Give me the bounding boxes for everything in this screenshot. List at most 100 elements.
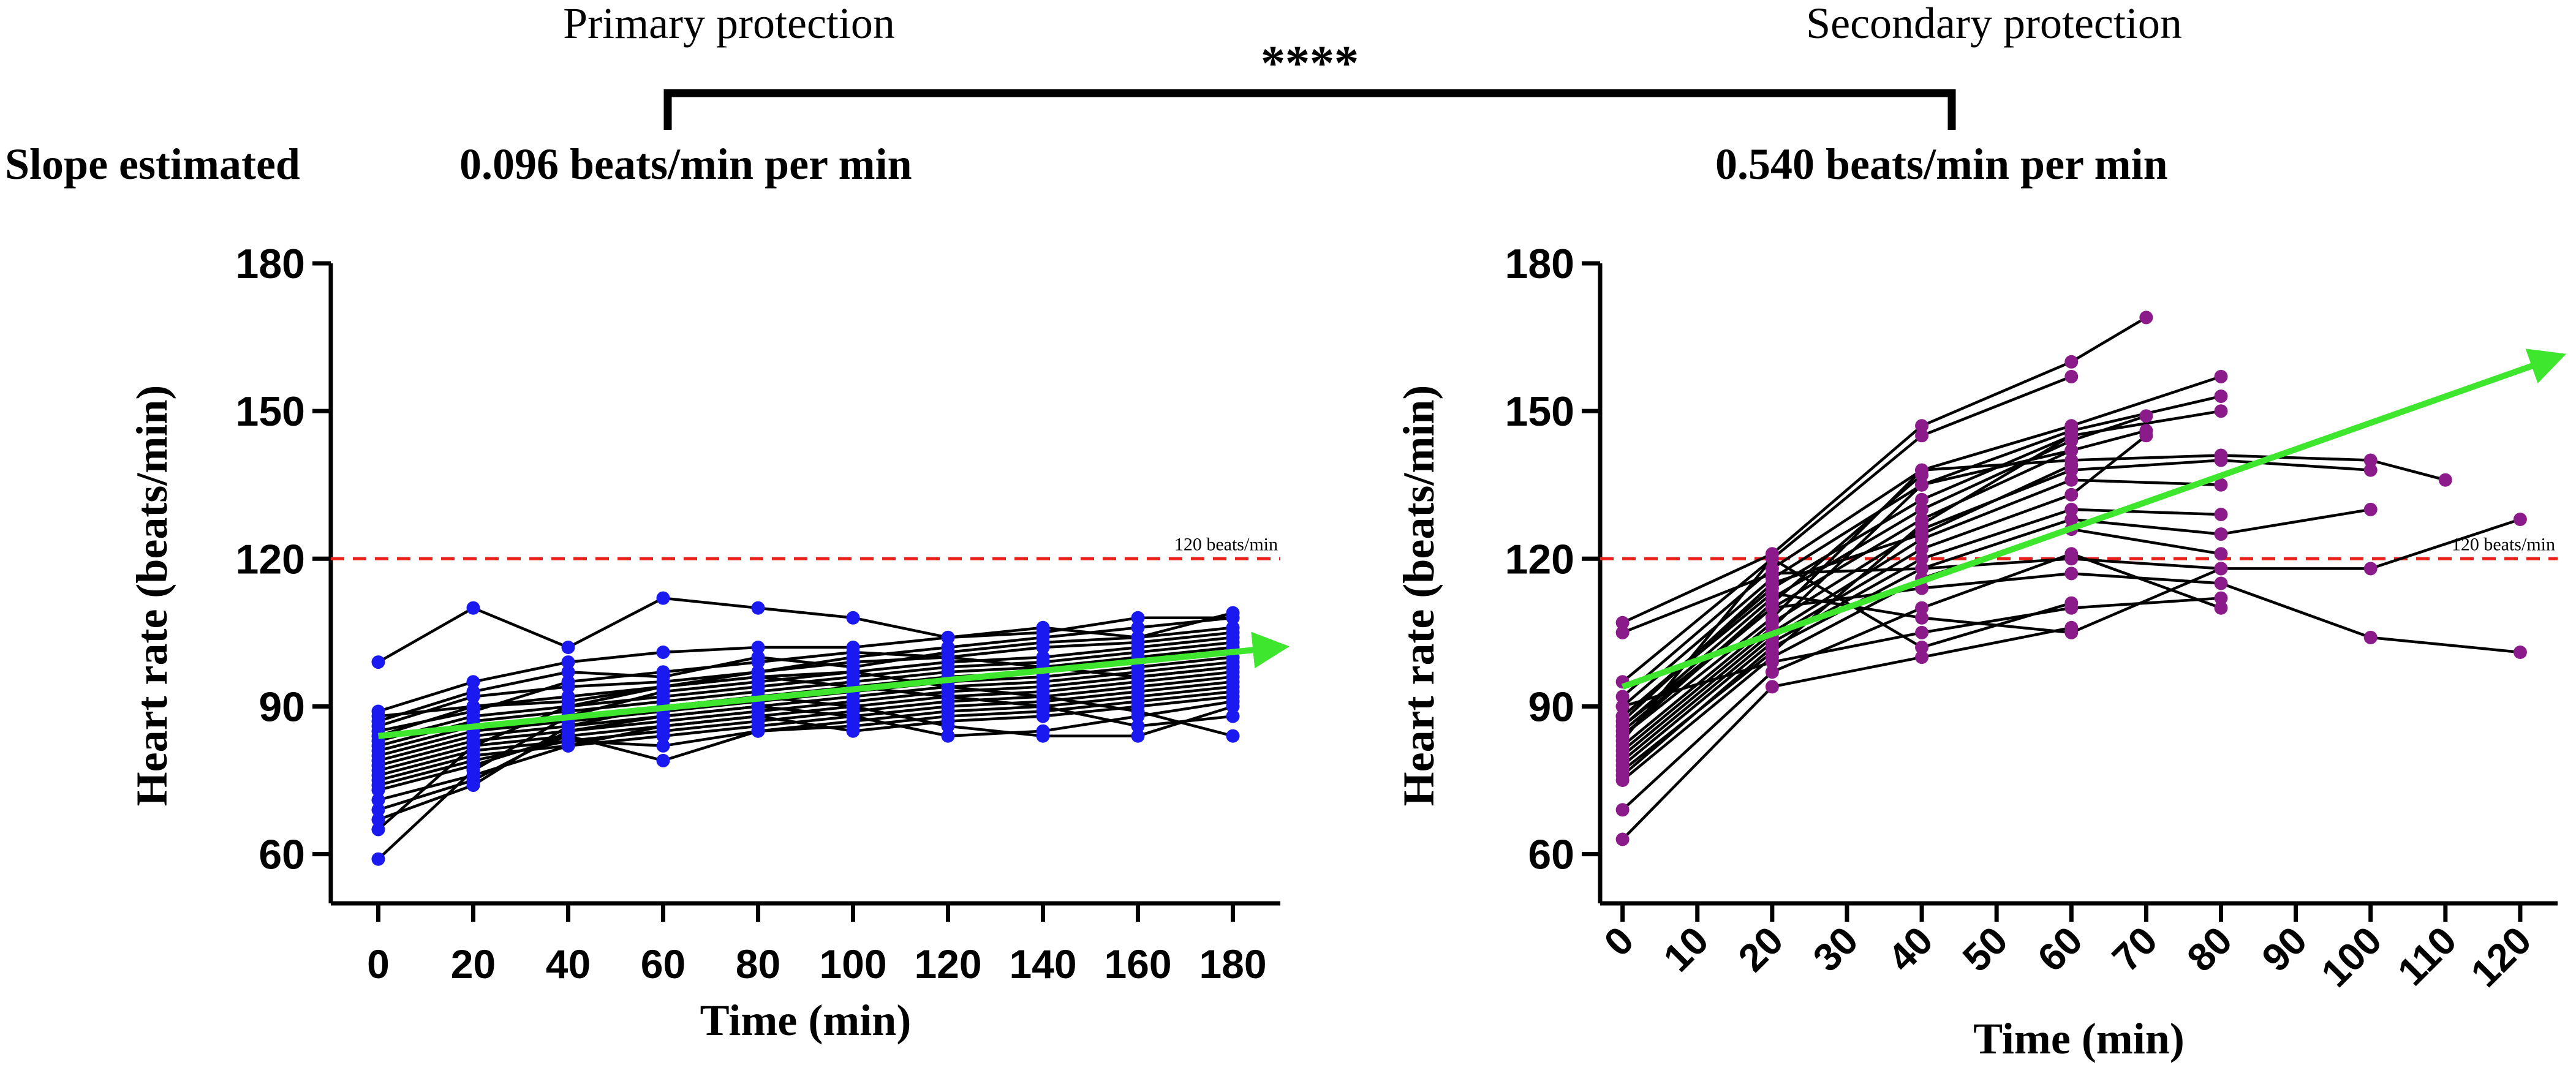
x-tick-label: 60 xyxy=(641,941,686,987)
data-point xyxy=(2064,443,2079,457)
data-point xyxy=(2363,562,2378,576)
y-tick-label: 150 xyxy=(1505,388,1574,435)
trend-arrow xyxy=(378,631,1290,739)
secondary-protection-label: Secondary protection xyxy=(1806,0,2182,48)
series-line xyxy=(378,650,1233,732)
data-point xyxy=(1765,655,1779,669)
series-line xyxy=(1622,375,2072,683)
data-point xyxy=(1915,625,1929,639)
secondary-slope-value: 0.540 beats/min per min xyxy=(1715,140,2168,189)
data-point xyxy=(1131,704,1145,718)
data-point xyxy=(2214,601,2228,615)
data-point xyxy=(561,719,575,733)
x-tick-label: 100 xyxy=(819,941,886,987)
data-point xyxy=(561,695,575,709)
data-point xyxy=(1915,468,1929,482)
series-line xyxy=(1621,557,2072,742)
data-point xyxy=(846,724,860,738)
data-point xyxy=(466,778,480,793)
data-point xyxy=(2214,547,2228,561)
data-point xyxy=(2363,453,2378,467)
threshold-label: 120 beats/min xyxy=(1174,534,1278,554)
series-line xyxy=(377,675,1233,777)
data-point xyxy=(1765,576,1779,590)
data-point xyxy=(466,690,480,704)
data-point xyxy=(846,611,860,625)
data-point xyxy=(466,739,480,753)
data-point xyxy=(2064,473,2079,487)
data-point xyxy=(2214,404,2228,418)
data-point xyxy=(1615,625,1630,639)
data-point xyxy=(466,675,480,689)
series-line xyxy=(377,646,1233,747)
x-tick-label: 10 xyxy=(1655,918,1717,980)
x-tick-label: 80 xyxy=(2178,918,2240,980)
data-point xyxy=(1131,620,1145,634)
data-point xyxy=(751,655,765,669)
x-tick-label: 20 xyxy=(1730,918,1792,980)
data-point xyxy=(1036,729,1050,743)
data-point xyxy=(2363,463,2378,477)
data-point xyxy=(561,739,575,753)
data-point xyxy=(466,764,480,777)
data-point xyxy=(561,641,575,654)
series-line xyxy=(377,690,1233,792)
data-point xyxy=(1765,680,1779,694)
data-point xyxy=(1915,650,1929,665)
data-point xyxy=(2064,458,2079,472)
data-point xyxy=(2214,576,2228,590)
data-point xyxy=(371,803,385,817)
series-line xyxy=(1621,626,2072,841)
series-line xyxy=(377,695,1234,821)
data-point xyxy=(846,699,860,713)
data-point xyxy=(1765,552,1779,566)
y-tick-label: 120 xyxy=(1505,536,1574,582)
data-point xyxy=(466,704,480,718)
data-point xyxy=(941,690,955,704)
x-tick-label: 70 xyxy=(2104,918,2166,980)
data-point xyxy=(941,630,955,644)
data-point xyxy=(1615,699,1630,713)
series-line xyxy=(377,675,1233,831)
data-point xyxy=(1226,611,1240,625)
y-tick-label: 180 xyxy=(236,241,305,287)
x-tick-label: 100 xyxy=(2313,918,2390,995)
y-tick-label: 60 xyxy=(259,832,305,878)
data-point xyxy=(2214,453,2228,467)
data-point xyxy=(1615,764,1630,777)
x-tick-label: 60 xyxy=(2029,918,2091,980)
data-point xyxy=(2064,625,2079,639)
data-point xyxy=(1915,492,1929,506)
data-point xyxy=(2064,369,2079,383)
data-point xyxy=(751,724,765,738)
x-tick-label: 40 xyxy=(546,941,591,987)
primary-protection-chart: 60 90 120 150 180 0 20 40 60 80 100 120 140 160 180 Hea… xyxy=(127,241,1290,1045)
data-point xyxy=(656,753,670,767)
primary-slope-value: 0.096 beats/min per min xyxy=(459,140,912,189)
data-point xyxy=(1765,596,1779,610)
trend-arrow xyxy=(1621,348,2567,690)
data-point xyxy=(1615,616,1630,630)
data-point xyxy=(846,709,860,723)
series-line xyxy=(1622,449,2072,752)
x-tick-label: 180 xyxy=(1199,941,1266,987)
data-point xyxy=(1615,714,1630,728)
x-tick-label: 50 xyxy=(1954,918,2016,980)
data-point xyxy=(656,680,670,694)
data-point xyxy=(561,675,575,689)
data-point xyxy=(1915,478,1929,492)
data-point xyxy=(656,709,670,723)
data-point xyxy=(2139,311,2153,325)
data-point xyxy=(1765,567,1779,581)
data-point xyxy=(656,591,670,605)
data-point xyxy=(371,852,385,866)
x-tick-label: 140 xyxy=(1009,941,1076,987)
series-line xyxy=(377,670,1234,860)
data-point xyxy=(751,709,765,723)
data-point xyxy=(2214,390,2228,403)
data-point xyxy=(466,601,480,615)
data-point xyxy=(1915,429,1929,443)
data-point xyxy=(1765,586,1779,600)
